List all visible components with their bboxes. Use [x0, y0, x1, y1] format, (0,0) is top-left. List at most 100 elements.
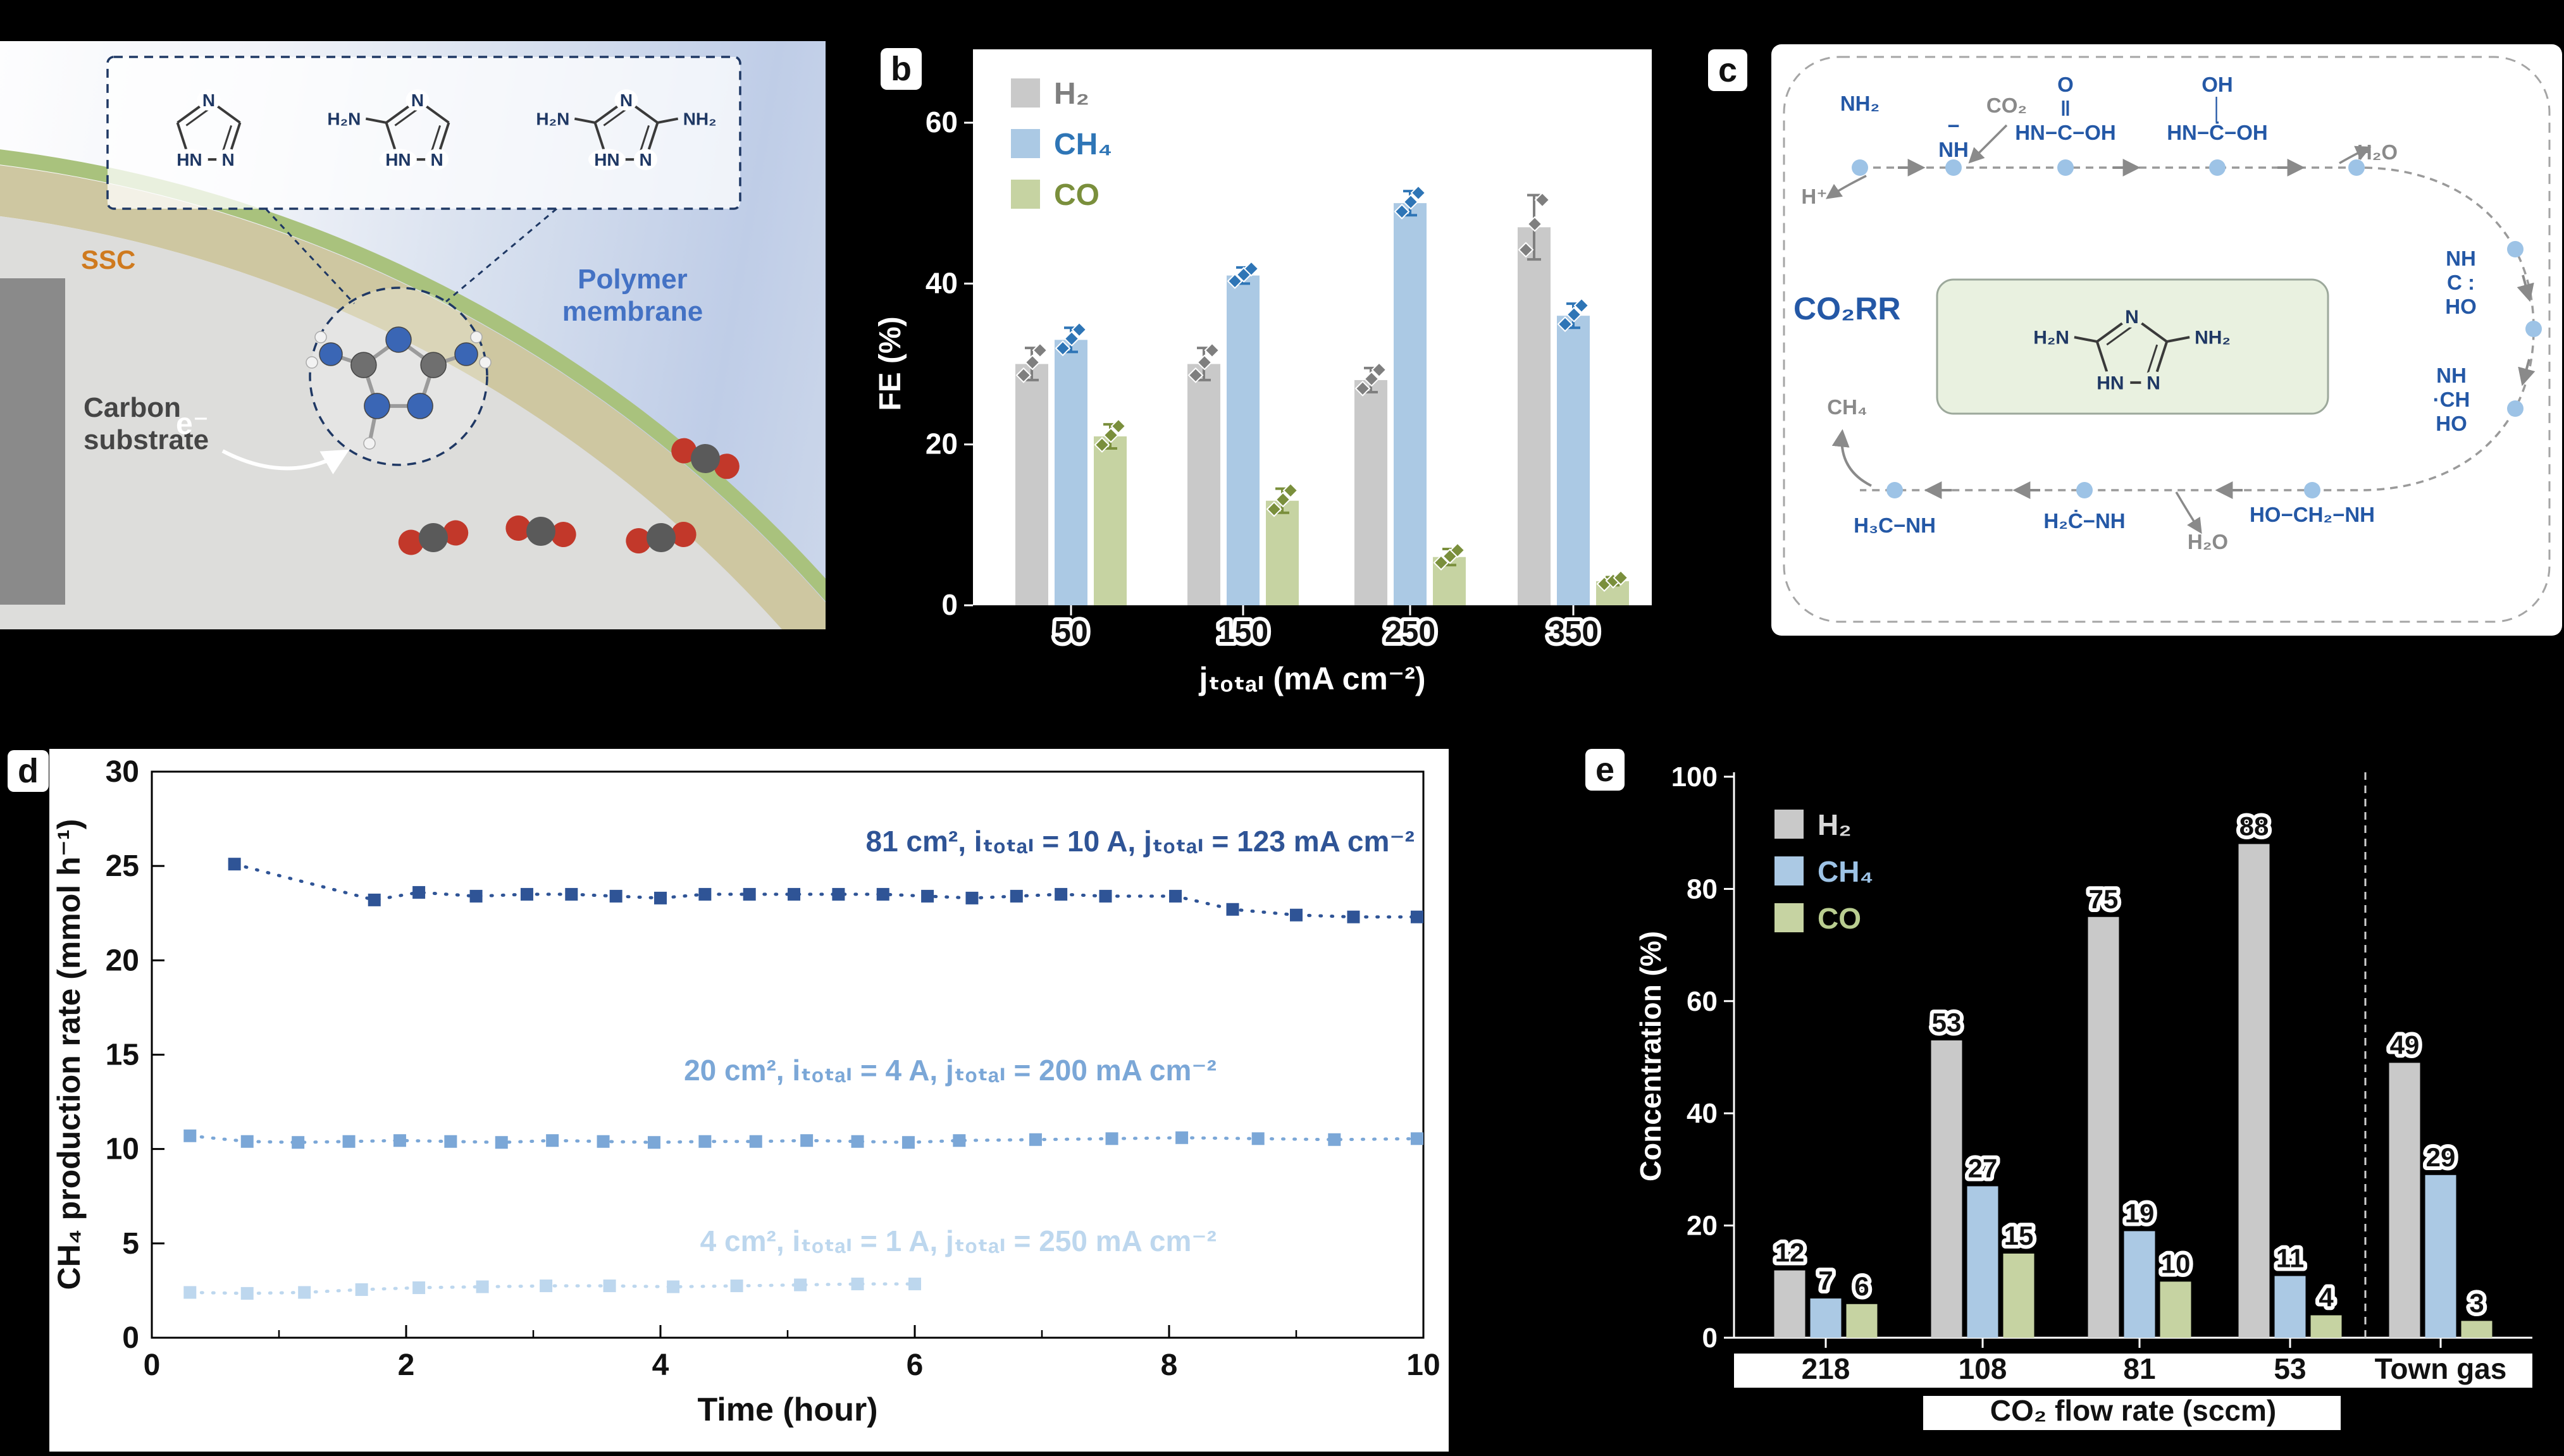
x-tick-label: 150: [1218, 615, 1268, 649]
scatter-marker: [1024, 354, 1041, 371]
intermediate-dot: [1852, 159, 1868, 176]
y-tick-label: 40: [1687, 1098, 1718, 1129]
intermediate-dot: [2525, 321, 2542, 337]
scatter-marker: [1613, 570, 1629, 586]
h-atom: [306, 356, 318, 369]
scatter-marker: [1363, 371, 1380, 387]
intermediate-dot: [2057, 159, 2074, 176]
series-marker: [749, 1135, 762, 1148]
legend-label: CH₄: [1818, 855, 1873, 888]
atom-label-bg: [2141, 371, 2166, 394]
oxygen-atom: [671, 438, 697, 464]
carbon-substrate-label: Carbon substrate: [84, 392, 209, 455]
series-line: [233, 862, 1419, 919]
series-marker: [1169, 889, 1182, 903]
h-atom: [363, 437, 376, 450]
series-marker: [412, 885, 426, 899]
electron-label: e⁻: [176, 407, 209, 441]
species-label: O: [2057, 73, 2074, 96]
carbon-substrate-sphere: [0, 216, 782, 629]
bar: [1227, 275, 1260, 605]
h-plus-arrow: [1825, 175, 1867, 199]
scatter-marker: [1187, 367, 1204, 383]
stability-svg: 0 2 4 6 8 10 0 5 10 15 20 25 30 Time (hour) CH₄ produc…: [51, 755, 1440, 1428]
ring-atom: [385, 326, 412, 353]
species-label: HO: [2445, 295, 2477, 318]
bar: [2310, 1315, 2342, 1338]
atom-label-bg: [588, 149, 626, 170]
bar: [1354, 379, 1387, 605]
y-axis-title: FE (%): [875, 316, 907, 410]
series-marker: [368, 893, 381, 906]
h2o-out-arrow: [2175, 491, 2202, 534]
atom-label: N: [2125, 307, 2139, 328]
atom-label-bg: [197, 89, 221, 111]
y-tick-label: 5: [122, 1227, 139, 1261]
x-tick-label: 10: [1406, 1348, 1440, 1382]
panel-d-stability-plot: 0 2 4 6 8 10 0 5 10 15 20 25 30 Time (hour) CH₄ produc…: [49, 749, 1449, 1452]
atom-label-bg: [380, 149, 417, 170]
scatter-marker: [1243, 261, 1260, 277]
zoom-connector: [445, 207, 557, 303]
bar: [2389, 1063, 2420, 1338]
scatter-marker: [1527, 216, 1543, 232]
series-marker: [965, 891, 979, 904]
species-label: NH: [2446, 247, 2476, 270]
legend-swatch: [1011, 180, 1040, 209]
x-tick-label: 218: [1802, 1352, 1850, 1385]
x-axis-title: jₜₒₜₐₗ (mA cm⁻²): [1198, 661, 1425, 696]
series-marker: [393, 1134, 406, 1147]
scatter-marker: [1204, 342, 1220, 359]
series-marker: [476, 1280, 489, 1293]
atom-label-bg: [614, 89, 638, 111]
x-tick-label: 250: [1385, 615, 1435, 649]
bar: [1394, 203, 1427, 605]
panel-a-schematic: N N HN N N HN H₂N N N HN H₂N NH₂ SSC Polymer membra…: [0, 41, 826, 629]
atom-label: N: [221, 150, 234, 170]
x-tick-label: Town gas: [2375, 1352, 2507, 1385]
x-tick-label: 0: [144, 1348, 161, 1382]
series-marker: [901, 1136, 915, 1149]
bar: [2124, 1231, 2155, 1338]
co2-molecule: [505, 515, 576, 548]
species-label: H₂Ċ−NH: [2043, 509, 2125, 533]
legend-swatch: [1774, 903, 1804, 932]
scatter-marker: [1557, 316, 1573, 332]
species-label: ·CH: [2433, 388, 2470, 411]
membrane-schematic-art: N N HN N N HN H₂N N N HN H₂N NH₂: [0, 56, 826, 629]
series-marker: [342, 1135, 356, 1148]
species-label: │: [2211, 96, 2224, 122]
series-marker: [1251, 1132, 1265, 1145]
plot-box: [151, 770, 1425, 1339]
series-marker: [228, 858, 241, 871]
scatter-marker: [1094, 436, 1110, 453]
substituent-label: H₂N: [2033, 328, 2069, 349]
atom-label: HN: [385, 150, 411, 170]
species-label: NH: [2436, 364, 2467, 387]
bar: [1774, 1270, 1805, 1338]
series-marker: [698, 887, 712, 901]
species-label: H₂O: [2188, 530, 2228, 553]
co2-molecule: [398, 520, 469, 555]
legend-label: H₂: [1054, 77, 1089, 111]
intermediate-dot: [1886, 482, 1903, 498]
x-tick-label: 6: [907, 1348, 924, 1382]
intermediate-dot: [2076, 482, 2093, 498]
species-label: HO−CH₂−NH: [2250, 503, 2375, 526]
species-label: HO: [2436, 412, 2467, 435]
y-tick-label: 0: [1702, 1323, 1718, 1354]
series-marker: [355, 1283, 368, 1296]
path-arrow: [2518, 359, 2536, 386]
path-arrow: [2517, 275, 2534, 302]
atom-label: HN: [2096, 373, 2124, 394]
scatter-marker: [1573, 297, 1590, 314]
series-marker: [1055, 887, 1068, 901]
scatter-marker: [1227, 273, 1243, 289]
carbon-atom: [647, 523, 676, 552]
series-marker: [240, 1286, 254, 1300]
series-marker: [1226, 903, 1239, 916]
scatter-marker: [1433, 555, 1449, 571]
catalyst-box: [1936, 278, 2329, 415]
diaminotriazole-structure: N N HN H₂N NH₂: [2033, 305, 2231, 394]
